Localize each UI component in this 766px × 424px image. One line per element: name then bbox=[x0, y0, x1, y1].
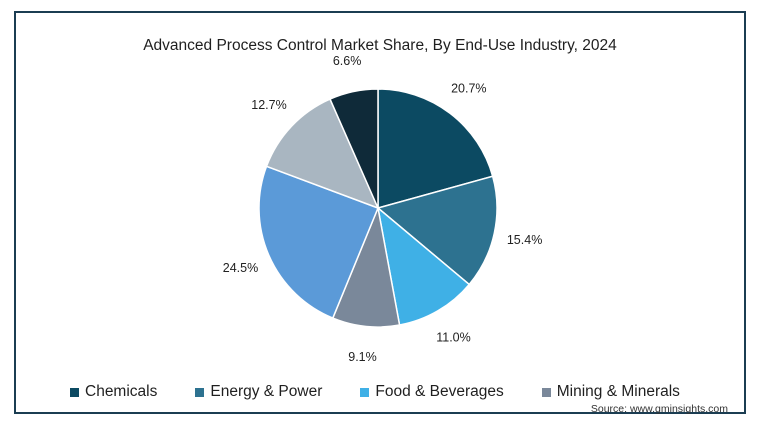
legend-label-chemicals: Chemicals bbox=[85, 383, 158, 400]
chart-frame: Advanced Process Control Market Share, B… bbox=[14, 11, 746, 415]
legend-item-food-beverages: Food & Beverages bbox=[360, 383, 504, 401]
pie-chart: 20.7% 15.4% 11.0% 9.1% 24.5% 12.7% 6.6% bbox=[223, 54, 543, 364]
legend-label-food-beverages: Food & Beverages bbox=[375, 383, 504, 400]
legend-swatch-energy-power bbox=[195, 387, 205, 397]
legend: Chemicals Energy & Power Food & Beverage… bbox=[70, 383, 680, 401]
pie-slice-label-0: 20.7% bbox=[451, 82, 486, 96]
legend-label-mining-minerals: Mining & Minerals bbox=[556, 383, 680, 400]
pie-slice-5 bbox=[265, 98, 380, 210]
legend-label-energy-power: Energy & Power bbox=[210, 383, 323, 400]
source-note: Source: www.gminsights.com bbox=[590, 403, 728, 415]
legend-item-mining-minerals: Mining & Minerals bbox=[541, 383, 680, 401]
chart-title: Advanced Process Control Market Share, B… bbox=[143, 37, 617, 54]
pie-slice-0 bbox=[377, 88, 494, 209]
legend-swatch-food-beverages bbox=[360, 387, 370, 397]
legend-item-chemicals: Chemicals bbox=[70, 383, 157, 401]
pie-slice-6 bbox=[329, 88, 379, 209]
pie-slice-label-5: 12.7% bbox=[251, 98, 286, 112]
pie-slice-label-1: 15.4% bbox=[507, 233, 542, 247]
legend-item-energy-power: Energy & Power bbox=[195, 383, 322, 401]
legend-swatch-mining-minerals bbox=[541, 387, 551, 397]
pie-slice-4 bbox=[258, 165, 379, 320]
pie-slice-1 bbox=[376, 175, 498, 286]
legend-swatch-chemicals bbox=[70, 387, 79, 397]
pie-slice-label-2: 11.0% bbox=[436, 331, 471, 345]
pie-slice-label-3: 9.1% bbox=[348, 350, 377, 364]
pie-slice-label-4: 24.5% bbox=[223, 261, 258, 275]
pie-slice-2 bbox=[376, 206, 471, 326]
pie-slice-label-6: 6.6% bbox=[333, 54, 362, 68]
